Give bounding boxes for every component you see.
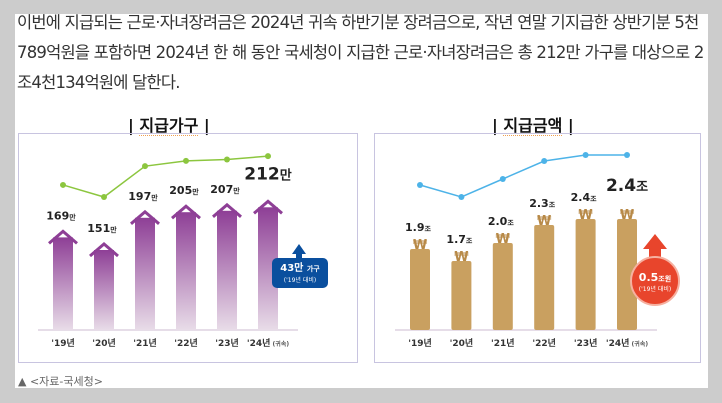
up-arrow-icon xyxy=(292,244,306,260)
x-tick-label: '21년 xyxy=(133,337,157,349)
x-tick-label: '21년 xyxy=(491,337,515,349)
bar xyxy=(53,237,73,330)
triangle-icon: ▲ xyxy=(18,375,27,388)
trend-point xyxy=(582,152,589,158)
trend-point xyxy=(458,194,465,200)
value-unit: 만 xyxy=(151,193,158,202)
value-label: 2.3조 xyxy=(529,197,556,210)
up-arrow-icon xyxy=(643,234,667,264)
value-label: 2.4조 xyxy=(571,191,598,204)
value-label: 197만 xyxy=(128,190,158,203)
house-roof-icon xyxy=(171,204,201,220)
value-unit: 조 xyxy=(466,237,473,245)
value-label: 205만 xyxy=(169,184,199,197)
x-tick-label: '20년 xyxy=(92,337,116,349)
house-roof-icon xyxy=(89,242,119,258)
callout-note: ('19년 대비) xyxy=(639,285,671,293)
callout-value: 43만 가구 xyxy=(280,261,320,274)
trend-point xyxy=(541,158,548,164)
x-tick-label: '24년 (귀속) xyxy=(247,337,289,349)
value-unit: 만 xyxy=(233,186,240,195)
x-tick-note: (귀속) xyxy=(270,340,289,348)
bar xyxy=(451,261,472,330)
won-icon: ₩ xyxy=(537,214,552,229)
x-tick-label: '20년 xyxy=(450,337,474,349)
x-tick-label: '22년 xyxy=(532,337,556,349)
bar xyxy=(135,217,155,330)
won-icon: ₩ xyxy=(620,208,635,223)
value-unit: 조 xyxy=(590,195,597,203)
chart-households: 169만 '19년 151만 '20년 197만 '21년 205만 '22년 207만 '23년… xyxy=(18,133,358,363)
value-unit: 만 xyxy=(280,167,292,183)
value-label: 212만 xyxy=(244,164,292,184)
callout-value: 0.5조원 xyxy=(639,271,671,284)
x-tick-label: '19년 xyxy=(408,337,432,349)
value-label: 207만 xyxy=(210,183,240,196)
article-panel: 이번에 지급되는 근로·자녀장려금은 2024년 귀속 하반기분 장려금으로, … xyxy=(15,13,708,389)
value-label: 1.7조 xyxy=(446,233,473,246)
chart-amount: ₩1.9조 '19년 ₩1.7조 '20년 ₩2.0조 '21년 ₩2.3조 '22년 ₩2.4… xyxy=(374,133,701,363)
x-tick-label: '19년 xyxy=(51,337,75,349)
won-icon: ₩ xyxy=(496,232,511,247)
chart-title-amount: | 지급금액 | xyxy=(492,116,574,136)
bar xyxy=(492,243,513,330)
trend-point xyxy=(60,181,66,188)
won-icon: ₩ xyxy=(413,238,428,253)
callout-circle xyxy=(630,256,680,306)
bar xyxy=(410,249,430,330)
trend-point xyxy=(417,182,423,188)
value-unit: 조 xyxy=(507,219,514,227)
trend-point xyxy=(224,156,230,163)
house-roof-icon xyxy=(48,229,78,245)
bar xyxy=(534,225,555,330)
bar xyxy=(94,250,114,330)
house-roof-icon xyxy=(212,202,242,218)
trend-point xyxy=(624,152,630,158)
trend-point xyxy=(265,153,271,160)
bar xyxy=(217,210,237,330)
value-label: 1.9조 xyxy=(405,221,432,234)
value-unit: 조 xyxy=(636,180,648,195)
trend-point xyxy=(499,176,506,182)
callout-unit: 조원 xyxy=(658,274,671,283)
x-tick-label: '24년 (귀속) xyxy=(606,337,648,349)
value-label: 2.0조 xyxy=(488,215,515,228)
callout-note: ('19년 대비) xyxy=(284,276,316,284)
won-icon: ₩ xyxy=(578,208,593,223)
house-roof-icon xyxy=(253,199,283,215)
value-label: 151만 xyxy=(87,222,117,235)
bar xyxy=(575,219,596,330)
bar xyxy=(176,212,196,330)
value-unit: 조 xyxy=(425,225,432,233)
article-paragraph: 이번에 지급되는 근로·자녀장려금은 2024년 귀속 하반기분 장려금으로, … xyxy=(17,13,704,92)
trend-point xyxy=(101,194,107,200)
bar xyxy=(617,219,637,330)
chart-households-svg: 169만 '19년 151만 '20년 197만 '21년 205만 '22년 207만 '23년… xyxy=(38,153,328,349)
chart-title-households: | 지급가구 | xyxy=(128,116,210,136)
trend-point xyxy=(183,157,189,164)
chart-amount-svg: ₩1.9조 '19년 ₩1.7조 '20년 ₩2.0조 '21년 ₩2.3조 '22년 ₩2.4… xyxy=(395,152,680,349)
source-text: <자료-국세청> xyxy=(29,375,103,388)
x-tick-note: (귀속) xyxy=(629,340,648,348)
trend-line xyxy=(419,154,627,198)
value-unit: 만 xyxy=(110,225,117,234)
value-unit: 만 xyxy=(69,212,76,221)
callout-box xyxy=(272,258,328,288)
x-tick-label: '23년 xyxy=(215,337,239,349)
x-tick-label: '22년 xyxy=(174,337,198,349)
house-roof-icon xyxy=(130,209,160,225)
value-label: 2.4조 xyxy=(606,176,648,196)
x-tick-label: '23년 xyxy=(574,337,598,349)
callout-unit: 가구 xyxy=(307,264,320,273)
value-unit: 만 xyxy=(192,187,199,196)
won-icon: ₩ xyxy=(454,250,469,265)
trend-point xyxy=(142,163,148,170)
source-caption: ▲ <자료-국세청> xyxy=(18,373,103,389)
trend-line xyxy=(62,155,269,198)
value-label: 169만 xyxy=(46,209,76,222)
bar xyxy=(258,207,278,330)
value-unit: 조 xyxy=(549,201,556,209)
